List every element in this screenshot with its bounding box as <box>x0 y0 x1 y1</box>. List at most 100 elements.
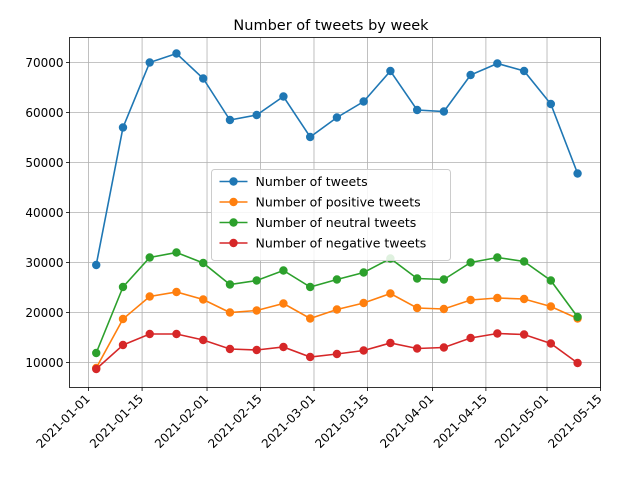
legend-label: Number of negative tweets <box>256 236 427 251</box>
y-tick-label: 30000 <box>25 256 63 270</box>
x-tick-label: 2021-05-15 <box>545 392 604 451</box>
series-4 <box>92 329 582 374</box>
data-point <box>92 260 101 270</box>
legend-label: Number of tweets <box>256 174 368 189</box>
data-point <box>199 335 208 345</box>
data-point <box>252 345 261 355</box>
data-point <box>466 333 475 343</box>
data-point <box>92 348 101 358</box>
data-point <box>118 282 128 292</box>
data-point <box>225 115 235 125</box>
legend-marker <box>229 238 238 248</box>
legend-item: Number of tweets <box>219 174 368 189</box>
data-point <box>118 314 128 324</box>
data-point <box>252 276 261 285</box>
data-point <box>412 344 422 353</box>
data-point <box>172 248 181 257</box>
data-point <box>305 132 315 142</box>
y-tick-label: 60000 <box>25 106 63 120</box>
data-point <box>546 302 556 311</box>
data-point <box>279 266 288 275</box>
data-point <box>493 59 502 68</box>
data-point <box>305 314 315 323</box>
data-point <box>359 268 368 277</box>
x-tick-label: 2021-04-15 <box>431 392 490 451</box>
y-tick-label: 50000 <box>25 156 63 170</box>
data-point <box>199 295 208 304</box>
data-point <box>573 169 582 178</box>
data-point <box>573 358 582 368</box>
legend-box <box>211 169 451 261</box>
y-axis: 10000 20000 30000 40000 50000 60000 70000 <box>25 56 70 370</box>
data-point <box>252 306 261 315</box>
data-point <box>412 274 422 283</box>
data-point <box>225 344 235 354</box>
data-point <box>493 253 502 262</box>
legend-marker <box>229 197 238 207</box>
data-point <box>252 110 261 120</box>
data-point <box>466 70 475 80</box>
data-point <box>493 293 502 303</box>
data-point <box>172 287 181 297</box>
data-point <box>519 330 529 339</box>
data-point <box>412 105 422 115</box>
data-point <box>225 308 235 317</box>
x-tick-label: 2021-02-01 <box>152 392 211 451</box>
series-lines <box>92 49 582 374</box>
data-point <box>359 97 368 106</box>
data-point <box>466 295 475 305</box>
y-tick-label: 20000 <box>25 306 63 320</box>
data-point <box>466 258 475 267</box>
data-point <box>279 92 288 101</box>
legend-marker <box>229 177 238 186</box>
data-point <box>359 298 368 308</box>
x-tick-label: 2021-03-01 <box>259 392 318 451</box>
data-point <box>118 123 128 132</box>
data-point <box>279 299 288 308</box>
data-point <box>305 352 315 362</box>
data-point <box>412 303 422 313</box>
legend-item: Number of negative tweets <box>219 236 427 251</box>
legend-item: Number of neutral tweets <box>219 215 416 230</box>
data-point <box>332 349 342 359</box>
data-point <box>439 107 449 116</box>
series-2 <box>92 287 582 373</box>
data-point <box>332 113 342 122</box>
data-point <box>332 305 342 314</box>
y-tick-label: 40000 <box>25 206 63 220</box>
y-tick-label: 70000 <box>25 56 63 70</box>
series-3 <box>92 248 582 358</box>
data-point <box>519 257 529 266</box>
data-point <box>546 276 556 285</box>
x-tick-label: 2021-04-01 <box>377 392 436 451</box>
data-point <box>279 342 288 352</box>
data-point <box>145 253 154 262</box>
data-point <box>199 258 208 268</box>
data-point <box>225 280 235 289</box>
data-point <box>439 304 449 314</box>
data-point <box>546 339 556 348</box>
data-point <box>386 338 395 348</box>
data-point <box>145 292 154 301</box>
data-point <box>305 282 315 292</box>
data-point <box>386 66 395 76</box>
data-point <box>359 346 368 355</box>
x-tick-label: 2021-01-15 <box>87 392 146 451</box>
legend: Number of tweets Number of positive tweet… <box>211 169 451 261</box>
series-line <box>95 251 579 354</box>
x-tick-label: 2021-05-01 <box>492 392 551 451</box>
series-1 <box>92 49 582 270</box>
data-point <box>493 329 502 338</box>
legend-marker <box>229 218 238 227</box>
data-point <box>386 289 395 298</box>
chart-title: Number of tweets by week <box>233 18 429 34</box>
data-point <box>118 340 128 350</box>
data-point <box>199 74 208 83</box>
data-point <box>439 275 449 284</box>
data-point <box>546 99 556 109</box>
data-point <box>92 364 101 374</box>
legend-label: Number of positive tweets <box>256 195 421 210</box>
y-tick-label: 10000 <box>25 356 63 370</box>
